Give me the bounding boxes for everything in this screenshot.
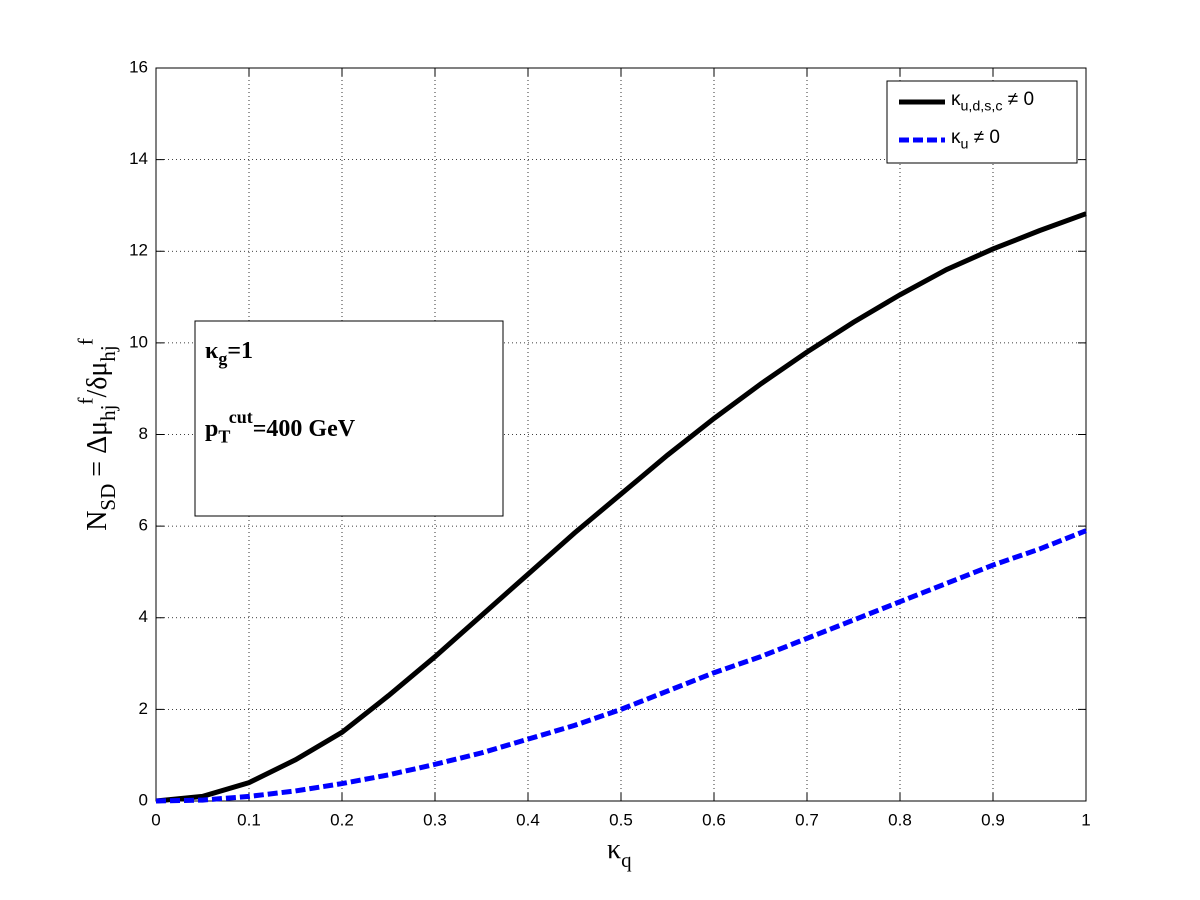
y-tick-label: 12 [129,241,148,260]
legend-label-part: u,d,s,c [961,98,1003,114]
annotation: κg=1 [205,338,253,369]
y-axis-label: NSD = Δμhjf/δμhjf [73,338,119,531]
x-tick-label: 0.4 [516,810,540,829]
y-tick-label: 0 [139,790,148,809]
annotation-part: κ [205,338,219,364]
annotation-part: T [218,427,230,447]
x-tick-label: 0 [151,810,160,829]
annotation-box [194,320,504,517]
legend-label-part: u [961,136,969,152]
annotation-part: p [205,416,218,442]
x-axis-label-part: κ [607,834,621,865]
x-tick-label: 0.1 [237,810,261,829]
plot-frame [155,67,1087,802]
legend-box [886,80,1078,164]
annotation-part: g [218,349,227,369]
y-tick-label: 10 [129,332,148,351]
x-tick-label: 0.5 [609,810,633,829]
y-tick-label: 8 [139,424,148,443]
x-tick-label: 0.8 [888,810,912,829]
y-tick-label: 2 [139,699,148,718]
annotation: pTcut=400 GeV [205,407,356,446]
x-tick-label: 0.7 [795,810,819,829]
series-line [155,528,1087,804]
y-axis-label-part: f [73,398,97,405]
y-axis-label-part: hj [96,345,120,361]
y-tick-label: 14 [129,149,148,168]
legend-label-part: ≠ 0 [1002,89,1034,110]
x-axis-label: κq [607,834,632,871]
x-tick-label: 0.6 [702,810,726,829]
x-tick-label: 0.2 [330,810,354,829]
x-tick-label: 0.9 [981,810,1005,829]
y-axis-label-part: = Δμ [82,421,113,484]
y-tick-label: 4 [139,607,148,626]
y-tick-label: 16 [129,57,148,76]
y-tick-label: 6 [139,516,148,535]
y-axis-label-part: SD [96,484,120,511]
x-axis-label-part: q [621,848,632,872]
annotation-part: cut [229,407,253,427]
legend-label: κu ≠ 0 [951,127,1000,152]
legend-label-part: κ [951,89,961,110]
legend-label: κu,d,s,c ≠ 0 [951,89,1034,114]
y-axis-label-part: hj [96,405,120,421]
legend-label-part: ≠ 0 [968,127,1000,148]
y-axis-label-part: /δμ [82,362,113,398]
x-tick-label: 0.3 [423,810,447,829]
legend-label-part: κ [951,127,961,148]
y-axis-label-part: f [73,338,97,345]
x-tick-label: 1 [1081,810,1090,829]
annotation-part: =1 [227,338,253,364]
annotation-part: =400 GeV [253,416,356,442]
series-line [155,211,1087,804]
y-axis-label-part: N [82,511,113,531]
